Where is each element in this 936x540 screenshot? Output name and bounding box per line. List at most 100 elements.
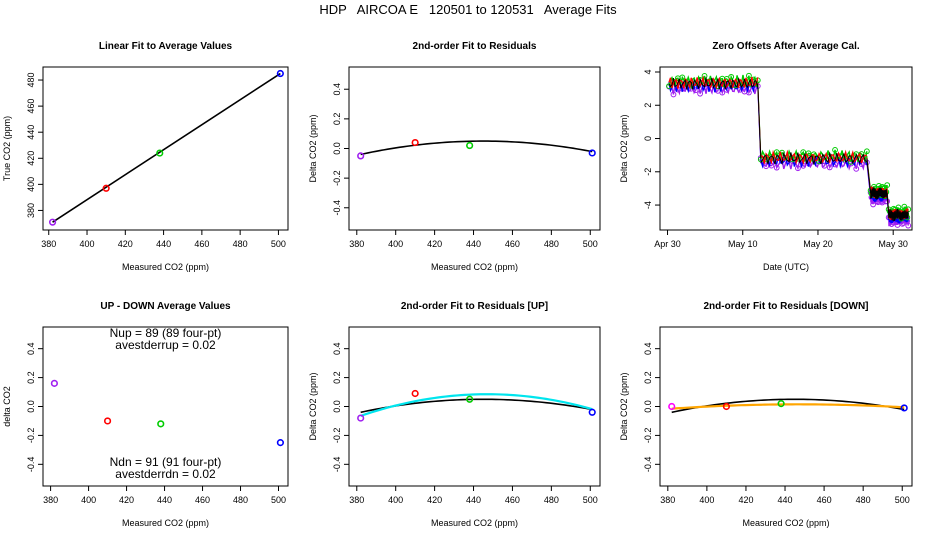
- series-segment: [760, 156, 868, 171]
- x-tick-label: May 30: [878, 239, 908, 249]
- x-tick-label: 380: [41, 239, 56, 249]
- panel-residual-fit-down: 2nd-order Fit to Residuals [DOWN] 380 400 4…: [619, 301, 913, 528]
- series-marker: [763, 163, 770, 170]
- y-tick-label: 400: [26, 177, 36, 192]
- x-axis-label: Measured CO2 (ppm): [742, 518, 829, 528]
- annotation-avestderrup: avestderrup = 0.02: [115, 338, 216, 352]
- x-tick-label: 400: [388, 495, 403, 505]
- series-step: [886, 193, 890, 216]
- data-point-red: [411, 389, 419, 398]
- data-point-blue: [588, 149, 596, 157]
- series-marker: [884, 182, 891, 188]
- y-tick-label: -0.4: [332, 200, 342, 216]
- series-marker: [805, 150, 812, 157]
- data-point-red: [103, 417, 112, 425]
- plot-frame: [659, 66, 913, 231]
- x-tick-label: 500: [895, 495, 910, 505]
- x-tick-label: Apr 30: [654, 239, 681, 249]
- y-axis-label: Delta CO2 (ppm): [308, 114, 318, 182]
- series-marker: [701, 73, 708, 79]
- panel-residual-fit-up: 2nd-order Fit to Residuals [UP] 380 400 420…: [308, 301, 601, 528]
- series-marker: [670, 91, 677, 98]
- y-tick-label: -2: [643, 168, 653, 176]
- data-point-green: [777, 400, 785, 408]
- series-segment: [760, 149, 868, 166]
- x-tick-label: 460: [195, 495, 210, 505]
- panel-zero-offsets: Zero Offsets After Average Cal. Apr 30 May…: [619, 41, 913, 272]
- panel-up-down: UP - DOWN Average Values 380 400 420 440 460 4…: [2, 301, 289, 528]
- y-tick-label: 0.4: [26, 342, 36, 355]
- x-tick-label: 440: [466, 495, 481, 505]
- y-tick-label: 420: [26, 151, 36, 166]
- data-point-blue: [900, 404, 908, 412]
- series-marker: [719, 89, 726, 96]
- x-tick-label: 440: [466, 239, 481, 249]
- x-tick-label: 420: [427, 495, 442, 505]
- series-marker: [863, 148, 870, 155]
- x-tick-label: 460: [194, 239, 209, 249]
- y-tick-label: 2: [643, 103, 653, 108]
- y-tick-label: 4: [643, 69, 653, 74]
- fit-line-black: [52, 72, 281, 223]
- x-tick-label: 400: [81, 495, 96, 505]
- data-point-green: [156, 149, 164, 157]
- plot-frame: [348, 326, 601, 487]
- x-tick-label: May 20: [803, 239, 833, 249]
- panel-title: UP - DOWN Average Values: [100, 301, 231, 312]
- x-tick-label: 480: [233, 239, 248, 249]
- series-marker: [853, 165, 860, 172]
- y-axis-label: Delta CO2 (ppm): [619, 114, 629, 182]
- y-tick-label: 0.2: [643, 371, 653, 384]
- plot-frame: [348, 66, 601, 231]
- x-tick-label: 460: [505, 495, 520, 505]
- series-step: [757, 83, 762, 159]
- x-tick-label: 400: [80, 239, 95, 249]
- x-tick-label: 480: [856, 495, 871, 505]
- series-marker: [853, 151, 860, 157]
- series-step: [866, 158, 872, 194]
- data-point-purple: [50, 379, 58, 387]
- figure-title: HDP AIRCOA E 120501 to 120531 Average Fi…: [319, 2, 617, 17]
- series-segment: [870, 187, 888, 200]
- y-tick-label: 0.0: [26, 400, 36, 413]
- x-tick-label: 420: [427, 239, 442, 249]
- data-point-blue: [276, 69, 284, 78]
- y-axis-label: delta CO2: [2, 386, 12, 427]
- x-tick-label: 420: [118, 239, 133, 249]
- y-tick-label: 480: [26, 73, 36, 88]
- x-tick-label: 380: [349, 239, 364, 249]
- series-marker: [746, 72, 752, 79]
- data-point-green: [157, 420, 165, 428]
- x-tick-label: 400: [388, 239, 403, 249]
- series-marker: [773, 164, 780, 171]
- y-tick-label: -0.4: [332, 457, 342, 473]
- y-axis-label: True CO2 (ppm): [2, 116, 12, 181]
- data-point-purple: [357, 414, 365, 422]
- series-marker: [826, 164, 833, 171]
- series-marker: [901, 203, 908, 210]
- series-marker: [875, 199, 881, 206]
- y-tick-label: 440: [26, 125, 36, 140]
- x-tick-label: 460: [505, 239, 520, 249]
- y-tick-label: -0.2: [332, 170, 342, 186]
- panel-title: Linear Fit to Average Values: [99, 41, 233, 52]
- y-tick-label: 0.2: [332, 113, 342, 126]
- annotation-ndn: Ndn = 91 (91 four-pt): [110, 455, 222, 469]
- series-marker: [795, 165, 801, 172]
- annotation-avestderrdn: avestderrdn = 0.02: [115, 467, 216, 481]
- data-point-magenta: [668, 402, 676, 411]
- x-tick-label: 480: [544, 239, 559, 249]
- x-tick-label: 440: [157, 495, 172, 505]
- y-tick-label: 380: [26, 203, 36, 218]
- data-point-green: [466, 395, 474, 403]
- x-tick-label: 500: [271, 495, 286, 505]
- series-marker: [692, 87, 699, 94]
- series-marker: [800, 149, 807, 156]
- y-tick-label: -4: [643, 201, 653, 209]
- data-point-blue: [276, 439, 285, 447]
- plot-frame: [42, 66, 289, 231]
- data-point-purple: [48, 218, 57, 226]
- y-tick-label: 0.4: [643, 342, 653, 355]
- y-tick-label: -0.2: [26, 428, 36, 444]
- x-tick-label: May 10: [728, 239, 758, 249]
